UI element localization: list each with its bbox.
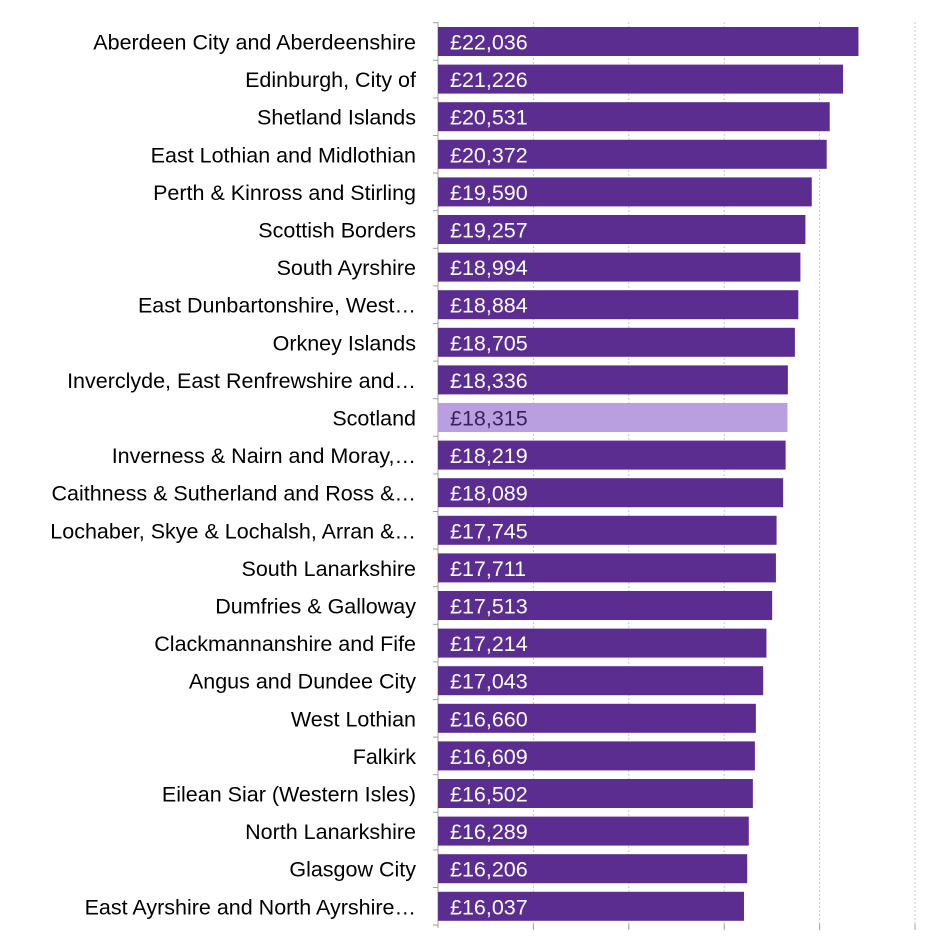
bar	[438, 440, 786, 470]
bar	[438, 703, 756, 733]
bar	[438, 215, 806, 244]
bar	[438, 177, 812, 207]
category-label: West Lothian	[291, 707, 416, 731]
bar	[438, 27, 859, 56]
category-label: East Lothian and Midlothian	[151, 143, 416, 167]
data-label: £19,257	[450, 219, 528, 243]
bar	[438, 891, 744, 921]
bar	[438, 591, 773, 620]
category-label: Orkney Islands	[273, 331, 416, 355]
data-label: £16,660	[450, 707, 528, 731]
bar-highlight	[438, 403, 788, 432]
bar	[438, 290, 799, 320]
bar	[438, 478, 784, 508]
category-label: Glasgow City	[289, 858, 416, 882]
category-label: Caithness & Sutherland and Ross &…	[51, 482, 416, 506]
category-label: Shetland Islands	[257, 106, 416, 130]
bar	[438, 854, 748, 884]
data-label: £18,884	[450, 294, 528, 318]
category-label: North Lanarkshire	[245, 820, 416, 844]
category-label: Inverclyde, East Renfrewshire and…	[67, 369, 416, 393]
data-label: £16,289	[450, 820, 528, 844]
bar	[438, 365, 788, 395]
bar	[438, 64, 843, 94]
data-label: £22,036	[450, 31, 528, 55]
data-label: £18,705	[450, 331, 528, 355]
data-label: £19,590	[450, 181, 528, 205]
category-label: South Lanarkshire	[242, 557, 417, 581]
category-label: Lochaber, Skye & Lochalsh, Arran &…	[50, 519, 416, 543]
category-label: Eilean Siar (Western Isles)	[162, 783, 416, 807]
bar	[438, 816, 749, 846]
category-label: Aberdeen City and Aberdeenshire	[93, 31, 416, 55]
bar	[438, 666, 764, 696]
bar	[438, 102, 830, 132]
category-label: Scotland	[332, 407, 416, 431]
data-label: £18,336	[450, 369, 528, 393]
bar	[438, 628, 767, 658]
data-label: £16,502	[450, 783, 528, 807]
category-label: East Ayrshire and North Ayrshire…	[85, 895, 416, 919]
category-label: Falkirk	[353, 745, 417, 769]
category-label: Inverness & Nairn and Moray,…	[112, 444, 416, 468]
bar	[438, 779, 753, 808]
category-label: Dumfries & Galloway	[215, 595, 416, 619]
bar	[438, 139, 827, 169]
data-label: £18,315	[450, 407, 528, 431]
bar	[438, 553, 776, 583]
bar	[438, 252, 801, 282]
data-label: £17,043	[450, 670, 528, 694]
category-label: Edinburgh, City of	[245, 68, 416, 92]
bar	[438, 327, 795, 357]
bar	[438, 741, 755, 771]
category-label: Perth & Kinross and Stirling	[153, 181, 416, 205]
data-label: £17,214	[450, 632, 528, 656]
data-label: £16,037	[450, 895, 528, 919]
data-label: £20,531	[450, 106, 528, 130]
category-label: South Ayrshire	[277, 256, 416, 280]
data-label: £16,609	[450, 745, 528, 769]
data-label: £20,372	[450, 143, 528, 167]
data-label: £18,219	[450, 444, 528, 468]
data-label: £18,994	[450, 256, 528, 280]
category-label: Clackmannanshire and Fife	[154, 632, 416, 656]
data-label: £21,226	[450, 68, 528, 92]
data-label: £18,089	[450, 482, 528, 506]
category-label: Angus and Dundee City	[189, 670, 416, 694]
data-label: £16,206	[450, 858, 528, 882]
category-label: East Dunbartonshire, West…	[138, 294, 416, 318]
data-label: £17,513	[450, 595, 528, 619]
bar	[438, 515, 777, 545]
data-label: £17,745	[450, 519, 528, 543]
category-label: Scottish Borders	[258, 219, 416, 243]
data-label: £17,711	[450, 557, 526, 581]
